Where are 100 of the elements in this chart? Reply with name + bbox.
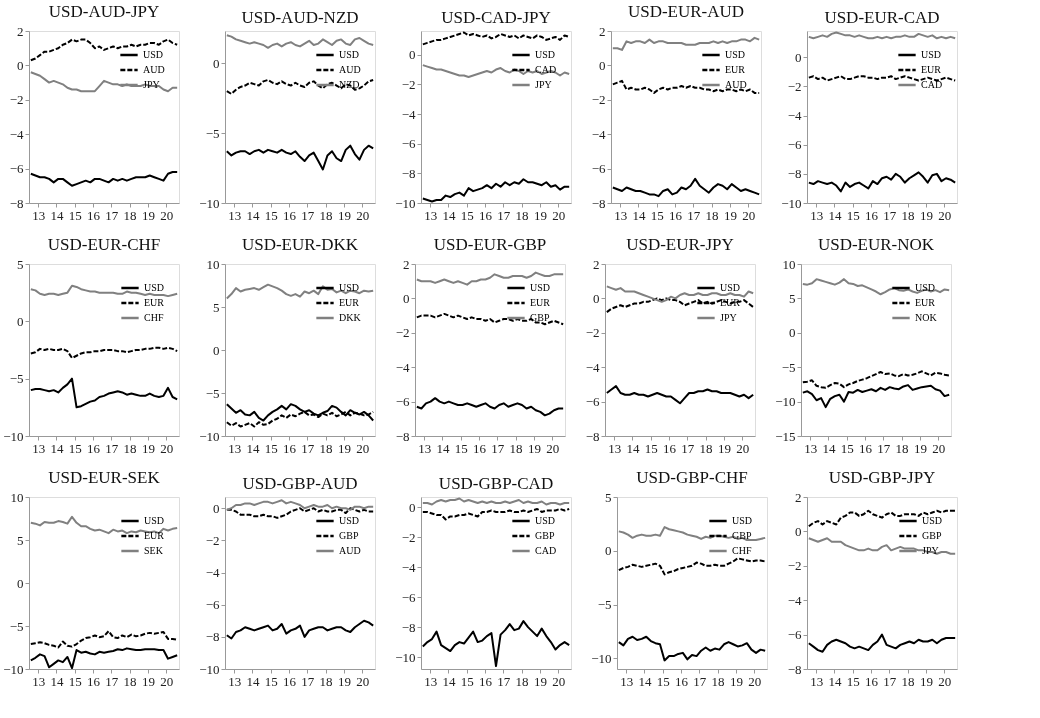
x-tick-label: 20 [932, 440, 946, 456]
x-tick-label: 13 [32, 207, 46, 223]
x-tick-label: 15 [68, 440, 82, 456]
x-tick-label: 19 [141, 207, 155, 223]
x-tick-label: 14 [436, 440, 450, 456]
x-tick-label: 13 [614, 207, 628, 223]
chart-title: USD-GBP-CHF [636, 468, 748, 487]
y-tick-label: −5 [205, 125, 220, 141]
line-series [801, 384, 951, 409]
x-tick-label: 20 [160, 207, 174, 223]
legend-label: EUR [144, 530, 165, 541]
chart-title: USD-EUR-CAD [824, 8, 940, 27]
x-tick-label: 14 [442, 207, 456, 223]
y-tick-label: −6 [9, 161, 24, 177]
x-tick-label: 14 [50, 207, 64, 223]
line-series [611, 36, 761, 51]
line-series [225, 78, 375, 95]
y-tick-label: 2 [17, 23, 24, 39]
line-series [801, 278, 951, 296]
x-tick-label: 16 [283, 673, 297, 689]
line-series [29, 377, 179, 409]
y-tick-label: 0 [403, 290, 410, 306]
x-tick-label: 16 [479, 207, 493, 223]
chart-title: USD-EUR-SEK [48, 468, 161, 487]
legend-label: GBP [732, 530, 752, 541]
chart-title: USD-AUD-JPY [48, 2, 160, 21]
x-tick-label: 18 [711, 673, 725, 689]
y-tick-label: −10 [199, 661, 220, 677]
y-tick-label: 0 [17, 575, 24, 591]
y-tick-label: −8 [787, 166, 802, 182]
x-tick-label: 14 [828, 673, 842, 689]
y-tick-label: −2 [585, 325, 600, 341]
y-tick-label: −8 [585, 428, 600, 444]
y-tick-label: −6 [591, 161, 606, 177]
x-tick-label: 19 [729, 673, 743, 689]
legend-label: EUR [725, 64, 746, 75]
y-tick-label: −2 [395, 325, 410, 341]
x-tick-label: 16 [479, 673, 493, 689]
y-tick-label: −8 [395, 428, 410, 444]
x-tick-label: 15 [264, 673, 278, 689]
x-tick-label: 20 [552, 673, 566, 689]
x-tick-label: 18 [901, 207, 915, 223]
x-tick-label: 20 [356, 673, 370, 689]
x-tick-label: 15 [840, 440, 854, 456]
x-tick-label: 18 [123, 207, 137, 223]
x-tick-label: 16 [283, 207, 297, 223]
x-tick-label: 18 [509, 440, 523, 456]
y-tick-label: −2 [401, 76, 416, 92]
y-tick-label: −2 [591, 92, 606, 108]
legend-label: GBP [530, 312, 550, 323]
x-tick-label: 14 [246, 440, 260, 456]
line-series [801, 370, 951, 389]
legend-label: CHF [732, 545, 752, 556]
legend-label: NZD [339, 79, 360, 90]
y-tick-label: −10 [775, 394, 796, 410]
y-tick-label: −6 [585, 394, 600, 410]
x-tick-label: 16 [865, 673, 879, 689]
x-tick-label: 20 [160, 673, 174, 689]
y-tick-label: −2 [787, 558, 802, 574]
y-tick-label: −5 [205, 385, 220, 401]
x-tick-label: 17 [883, 207, 897, 223]
legend-label: SEK [144, 545, 164, 556]
x-tick-label: 17 [105, 440, 119, 456]
x-tick-label: 15 [264, 440, 278, 456]
x-tick-label: 13 [810, 673, 824, 689]
legend-label: GBP [535, 530, 555, 541]
y-tick-label: 2 [403, 256, 410, 272]
x-tick-label: 16 [859, 440, 873, 456]
y-tick-label: 0 [17, 313, 24, 329]
y-tick-label: −10 [395, 649, 416, 665]
y-tick-label: 0 [213, 500, 220, 516]
y-tick-label: −8 [591, 195, 606, 211]
legend-label: USD [535, 49, 556, 60]
x-tick-label: 14 [822, 440, 836, 456]
line-series [225, 34, 375, 49]
legend-label: USD [732, 515, 753, 526]
x-tick-label: 20 [938, 673, 952, 689]
line-series [225, 283, 375, 300]
x-tick-label: 18 [705, 207, 719, 223]
x-tick-label: 18 [319, 207, 333, 223]
chart-title: USD-EUR-GBP [433, 235, 547, 254]
x-tick-label: 19 [337, 440, 351, 456]
x-tick-label: 19 [337, 207, 351, 223]
y-tick-label: −5 [9, 618, 24, 634]
x-tick-label: 15 [454, 440, 468, 456]
x-tick-label: 14 [828, 207, 842, 223]
line-series [617, 557, 767, 576]
line-series [807, 633, 957, 653]
x-tick-label: 15 [264, 207, 278, 223]
y-tick-label: 5 [17, 256, 24, 272]
x-tick-label: 14 [246, 673, 260, 689]
x-tick-label: 19 [919, 673, 933, 689]
legend-label: AUD [143, 64, 165, 75]
y-tick-label: 5 [17, 532, 24, 548]
x-tick-label: 17 [497, 207, 511, 223]
line-series [807, 509, 957, 528]
legend-label: USD [720, 282, 741, 293]
y-tick-label: −8 [401, 165, 416, 181]
x-tick-label: 19 [533, 673, 547, 689]
y-tick-label: −15 [775, 428, 796, 444]
